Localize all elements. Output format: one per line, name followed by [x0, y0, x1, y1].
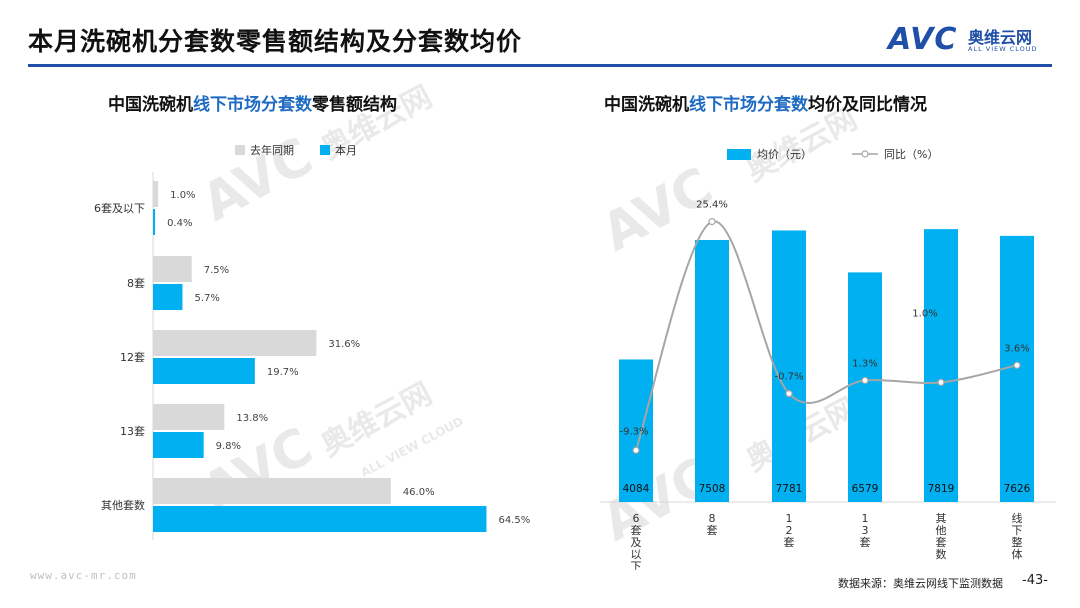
data-label: 0.4% [167, 218, 192, 229]
price-label: 7508 [699, 483, 726, 495]
category-label: 线下整体 [1012, 511, 1023, 561]
price-bar [619, 359, 653, 502]
data-label: 31.6% [328, 339, 360, 350]
right-title-pre: 中国洗碗机 [604, 95, 689, 115]
logo-cn: 奥维云网 [968, 28, 1033, 47]
page-number: -43- [1022, 573, 1048, 588]
category-label: 13套 [120, 425, 145, 438]
data-label: 13.8% [236, 413, 268, 424]
page-title: 本月洗碗机分套数零售额结构及分套数均价 [28, 27, 523, 56]
right-title-post: 均价及同比情况 [808, 95, 927, 115]
legend-label-last-year: 去年同期 [250, 144, 294, 157]
yoy-label: 1.3% [852, 358, 877, 369]
price-bar [772, 230, 806, 502]
yoy-point [1013, 361, 1021, 369]
bar-current [153, 432, 204, 458]
price-label: 7781 [776, 483, 803, 495]
legend-swatch-price [727, 148, 751, 160]
yoy-label: -9.3% [619, 426, 648, 437]
legend-label-yoy: 同比（%） [884, 148, 939, 161]
header-divider [28, 64, 1052, 67]
data-label: 46.0% [403, 487, 435, 498]
bar-current [153, 506, 487, 532]
right-chart-title: 中国洗碗机线下市场分套数均价及同比情况 [604, 90, 927, 115]
yoy-point [785, 390, 793, 398]
left-title-highlight: 线下市场分套数 [193, 95, 312, 115]
legend-swatch-last-year [235, 145, 245, 155]
data-source-note: 数据来源：奥维云网线下监测数据 [838, 577, 1003, 590]
price-label: 6579 [852, 483, 879, 495]
bar-last-year [153, 404, 225, 430]
brand-logo: AVC 奥维云网 ALL VIEW CLOUD [888, 22, 1058, 58]
category-label: 12套 [120, 351, 145, 364]
yoy-label: -0.7% [774, 372, 803, 383]
bar-current [153, 284, 183, 310]
left-chart-title: 中国洗碗机线下市场分套数零售额结构 [108, 90, 397, 115]
left-legend: 去年同期 本月 [235, 142, 357, 158]
bar-last-year [153, 181, 159, 207]
left-title-post: 零售额结构 [312, 95, 397, 115]
left-title-pre: 中国洗碗机 [108, 95, 193, 115]
yoy-point [937, 378, 945, 387]
data-label: 19.7% [267, 367, 299, 378]
yoy-point [708, 218, 716, 226]
bar-current [153, 209, 156, 235]
yoy-line [635, 220, 1018, 451]
right-title-highlight: 线下市场分套数 [689, 95, 808, 115]
legend-label-current: 本月 [335, 144, 357, 157]
price-label: 7626 [1004, 483, 1031, 495]
data-label: 5.7% [194, 293, 219, 304]
category-label: 6套及以下 [94, 202, 145, 215]
footer-url: www.avc-mr.com [30, 569, 137, 582]
category-label: 其他套数 [101, 499, 145, 512]
yoy-point [861, 376, 869, 385]
category-label: 8套 [127, 277, 145, 290]
logo-en: ALL VIEW CLOUD [968, 45, 1038, 53]
yoy-label: 25.4% [696, 200, 728, 211]
legend-swatch-yoy [852, 150, 878, 158]
data-label: 7.5% [204, 265, 229, 276]
yoy-point [632, 446, 640, 454]
data-label: 1.0% [170, 190, 195, 201]
left-bar-chart: 6套及以下 1.0% 0.4% 8套 7.5% 5.7% 12套 31.6% 19.7% 13套 1… [94, 172, 530, 540]
category-label: 其他套数 [936, 512, 947, 561]
data-label: 9.8% [216, 441, 241, 452]
bar-last-year [153, 256, 192, 282]
bar-last-year [153, 478, 391, 504]
legend-label-price: 均价（元） [757, 148, 812, 161]
data-label: 64.5% [498, 515, 530, 526]
price-bar [695, 239, 729, 502]
logo-mark: AVC [888, 22, 958, 57]
yoy-label: 1.0% [912, 308, 937, 319]
legend-swatch-current [320, 145, 330, 155]
bar-current [153, 358, 255, 384]
price-bar [848, 272, 882, 502]
price-label: 4084 [623, 483, 650, 495]
right-legend: 均价（元） 同比（%） [727, 146, 938, 162]
right-combo-chart: 4084 6 套及以下 7508 8 套 7781 1 2 套 6579 1 3 套 7819 其他套数 762… [600, 200, 1056, 570]
price-label: 7819 [928, 483, 955, 495]
yoy-label: 3.6% [1004, 343, 1029, 354]
bar-last-year [153, 330, 317, 356]
price-bar [924, 229, 958, 503]
